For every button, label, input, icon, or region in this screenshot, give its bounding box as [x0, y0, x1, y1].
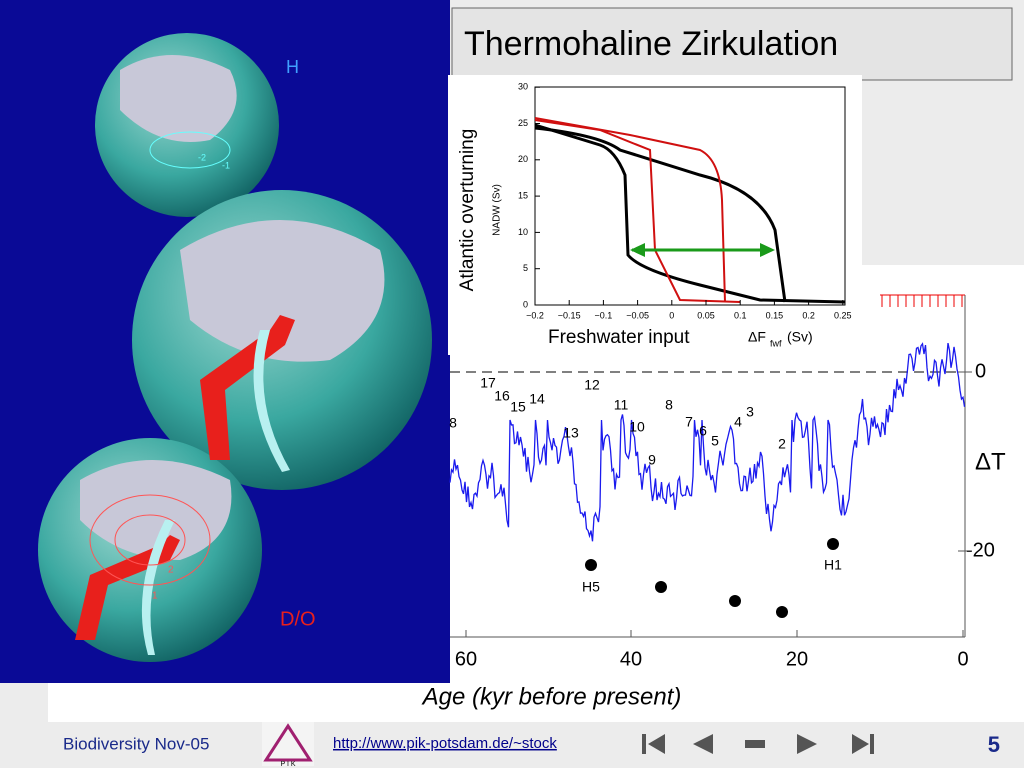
inset-x-unit: (Sv): [787, 329, 813, 345]
event-label: 8: [449, 415, 457, 431]
nav-menu[interactable]: [745, 740, 765, 748]
heinrich-dot: [729, 595, 741, 607]
x-tick-label: 20: [786, 648, 808, 670]
inset-y-tick-label: 25: [518, 118, 528, 128]
heinrich-dot: [585, 559, 597, 571]
logo-text: P I K: [280, 761, 295, 768]
inset-y-label: Atlantic overturning: [457, 129, 478, 292]
temperature-record: [449, 342, 966, 542]
contour: [114, 514, 186, 566]
event-label: 10: [629, 419, 645, 435]
contour-label: -1: [222, 160, 230, 170]
inset-x-tick-label: −0.05: [626, 310, 649, 320]
ice: [80, 460, 232, 560]
logo-triangle: [263, 723, 313, 762]
x-tick-label: 40: [620, 648, 642, 670]
inset-x-subscript: fwf: [770, 338, 782, 348]
nav-next[interactable]: [797, 734, 817, 754]
inset-x-tick-label: −0.1: [595, 310, 613, 320]
event-label: 7: [685, 414, 693, 430]
event-label: 14: [529, 391, 545, 407]
event-label: 9: [648, 452, 656, 468]
nav-first[interactable]: [642, 734, 665, 754]
event-label: 5: [711, 433, 719, 449]
event-label: 3: [746, 404, 754, 420]
arrowheads: [630, 243, 775, 257]
inset-x-tick-label: −0.2: [526, 310, 544, 320]
heinrich-label: H1: [824, 557, 842, 573]
page-number: 5: [988, 732, 1000, 757]
inset-x-sublabel: ΔF: [748, 329, 766, 345]
event-label: 16: [494, 388, 510, 404]
event-label: 2: [778, 436, 786, 452]
heinrich-label: H5: [582, 579, 600, 595]
inset-x-label: Freshwater input: [548, 327, 690, 348]
x-tick-label: 60: [455, 648, 477, 670]
core-plot: [449, 295, 966, 638]
footer-url[interactable]: http://www.pik-potsdam.de/~stock: [333, 735, 557, 752]
contour: [89, 494, 211, 586]
arrow-cyan: [253, 330, 290, 472]
event-label: 13: [563, 425, 579, 441]
nav: [642, 734, 874, 754]
y-tick-label: 0: [975, 360, 986, 382]
event-label: 11: [614, 397, 629, 413]
globe-label: D/O: [280, 608, 316, 630]
inset-x-tick-label: 0.05: [697, 310, 715, 320]
inset-y-tick-label: 0: [523, 299, 528, 309]
arrow-cyan: [141, 520, 175, 655]
heinrich-dot: [776, 606, 788, 618]
x-axis-label: Age (kyr before present): [421, 683, 682, 710]
contour: [149, 131, 231, 169]
inset-x-tick-label: 0.1: [734, 310, 747, 320]
inset-plot: [534, 117, 846, 304]
inset-x-tick-label: 0.15: [766, 310, 784, 320]
y-axis-label: ΔT: [975, 448, 1006, 475]
inset-x-tick-label: −0.15: [558, 310, 581, 320]
curve: [534, 126, 787, 303]
event-label: 4: [734, 414, 742, 430]
title: Thermohaline Zirkulation: [464, 25, 838, 63]
inset-y-tick-label: 20: [518, 154, 528, 164]
heinrich-dot: [655, 581, 667, 593]
curve: [534, 123, 846, 304]
event-label: 6: [699, 423, 707, 439]
inset-y-tick-label: 5: [523, 263, 528, 273]
x-tick-label: 0: [957, 648, 968, 670]
event-label: 15: [510, 399, 526, 415]
event-label: 8: [665, 397, 673, 413]
ice: [180, 220, 385, 362]
inset-x-tick-label: 0.2: [802, 310, 815, 320]
inset-y-tick-label: 10: [518, 227, 528, 237]
heinrich-dot: [827, 538, 839, 550]
inset-y-tick-label: 15: [518, 190, 528, 200]
inset-y-sublabel: NADW (Sv): [492, 184, 503, 236]
arrow-red: [200, 315, 295, 460]
contour-label: 2: [168, 565, 174, 576]
nav-last[interactable]: [852, 734, 874, 754]
contour-label: -2: [198, 152, 206, 162]
inset: [448, 75, 862, 355]
curve: [534, 117, 726, 303]
event-label: 12: [584, 377, 600, 393]
globes: [38, 33, 432, 662]
footer-left: Biodiversity Nov-05: [63, 734, 209, 753]
y-tick-label: -20: [966, 539, 995, 561]
inset-x-tick-label: 0.25: [834, 310, 852, 320]
nav-prev[interactable]: [693, 734, 713, 754]
ice: [120, 55, 237, 142]
inset-x-tick-label: 0: [669, 310, 674, 320]
globe-label: H: [286, 57, 299, 77]
contour-label: 1: [152, 591, 158, 602]
inset-y-tick-label: 30: [518, 82, 528, 92]
event-label: 17: [480, 375, 496, 391]
